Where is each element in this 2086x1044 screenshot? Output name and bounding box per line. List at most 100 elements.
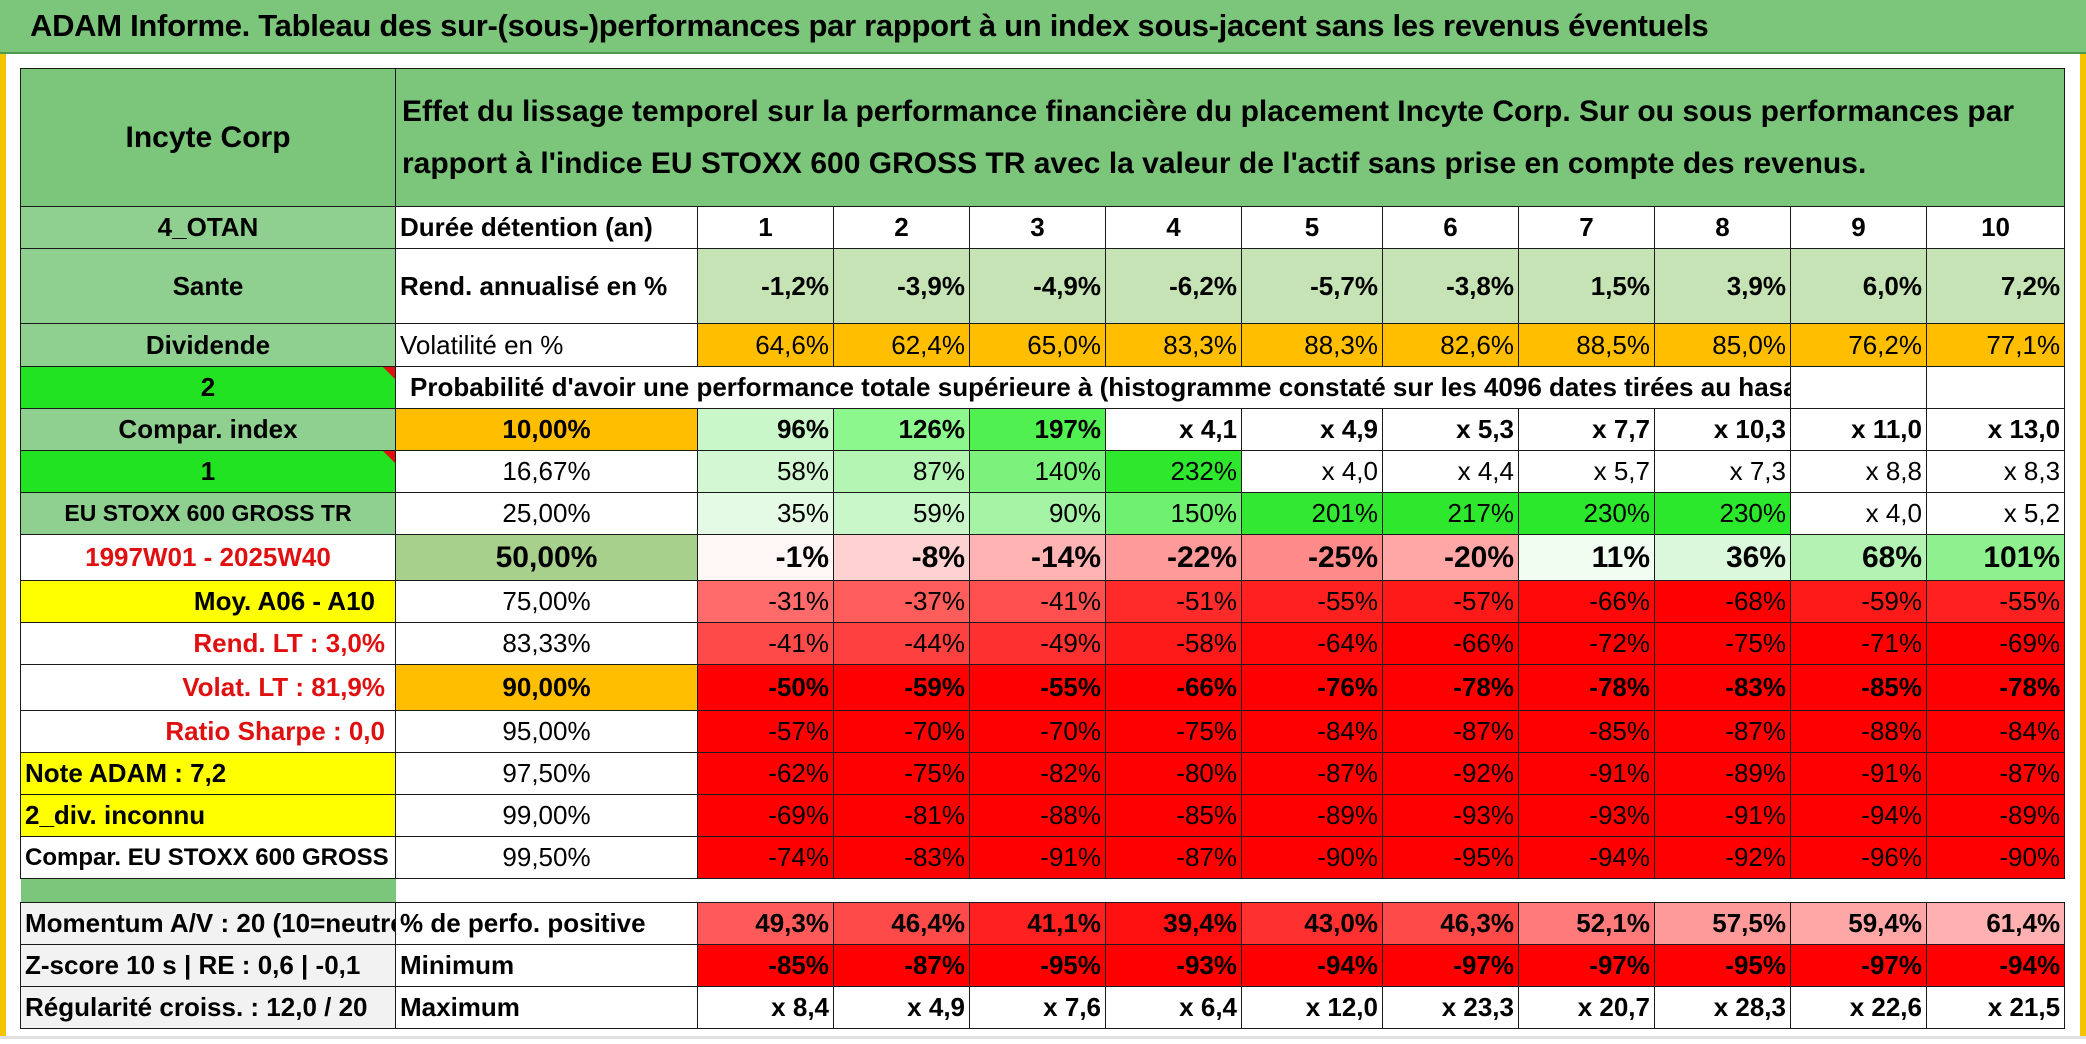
left-info-label: Compar. index <box>20 408 396 451</box>
percentile-value-cell: -85% <box>1790 664 1927 711</box>
percentile-row: 2_div. inconnu 99,00% -69% -81% -88% -85% -89%… <box>20 794 2066 837</box>
percentile-value-cell: -83% <box>833 836 970 879</box>
percentile-value-cell: x 8,3 <box>1925 450 2066 493</box>
percentile-value-cell: -37% <box>833 580 970 623</box>
volat-cell: 88,3% <box>1241 323 1383 367</box>
percentile-row: Volat. LT : 81,9% 90,00% -50% -59% -55% -66% -… <box>20 664 2066 711</box>
percentile-value-cell: -49% <box>969 622 1106 665</box>
percentile-value-cell: -84% <box>1925 710 2066 753</box>
percentile-value-cell: x 4,0 <box>1790 492 1927 535</box>
spacer-green <box>20 878 396 903</box>
performance-table: Incyte Corp Effet du lissage temporel su… <box>20 68 2066 1029</box>
volat-cell: 85,0% <box>1654 323 1791 367</box>
maximum-cell: x 8,4 <box>697 986 834 1029</box>
percentile-value-cell: -55% <box>1241 580 1383 623</box>
percentile-label: 25,00% <box>395 492 698 535</box>
percentile-value-cell: -90% <box>1241 836 1383 879</box>
percentile-value-cell: -75% <box>1105 710 1242 753</box>
left-info-label: 2_div. inconnu <box>20 794 396 837</box>
percentile-value-cell: 140% <box>969 450 1106 493</box>
minimum-cell: -97% <box>1518 944 1655 987</box>
header-row: Incyte Corp Effet du lissage temporel su… <box>20 68 2066 207</box>
year-cell: 9 <box>1790 206 1927 249</box>
perfo-pos-cell: 46,4% <box>833 902 970 945</box>
regularite-label: Régularité croiss. : 12,0 / 20 <box>20 986 396 1029</box>
percentile-value-cell: 35% <box>697 492 834 535</box>
percentile-value-cell: x 11,0 <box>1790 408 1927 451</box>
percentile-value-cell: -14% <box>969 534 1106 581</box>
percentile-value-cell: -87% <box>1382 710 1519 753</box>
percentile-value-cell: 68% <box>1790 534 1927 581</box>
percentile-row: Rend. LT : 3,0% 83,33% -41% -44% -49% -58% -64… <box>20 622 2066 665</box>
left-info-label: EU STOXX 600 GROSS TR <box>20 492 396 535</box>
percentile-value-cell: -20% <box>1382 534 1519 581</box>
years-row: 4_OTAN Durée détention (an) 1 2 3 4 5 6 … <box>20 206 2066 249</box>
year-cell: 10 <box>1925 206 2066 249</box>
minimum-cell: -97% <box>1382 944 1519 987</box>
percentile-value-cell: -31% <box>697 580 834 623</box>
percentile-value-cell: -62% <box>697 752 834 795</box>
percentile-value-cell: -89% <box>1925 794 2066 837</box>
year-cell: 3 <box>969 206 1106 249</box>
volat-cell: 62,4% <box>833 323 970 367</box>
empty-cell <box>1925 366 2066 409</box>
percentile-label: 10,00% <box>395 408 698 451</box>
percentile-value-cell: -71% <box>1790 622 1927 665</box>
maximum-label: Maximum <box>395 986 698 1029</box>
percentile-value-cell: 101% <box>1925 534 2066 581</box>
momentum-label: Momentum A/V : 20 (10=neutre) <box>20 902 396 945</box>
maximum-cell: x 23,3 <box>1382 986 1519 1029</box>
left-info-label: 1997W01 - 2025W40 <box>20 534 396 581</box>
volat-cell: 64,6% <box>697 323 834 367</box>
percentile-value-cell: -55% <box>1925 580 2066 623</box>
percentile-value-cell: -72% <box>1518 622 1655 665</box>
percentile-value-cell: 90% <box>969 492 1106 535</box>
percentile-value-cell: 217% <box>1382 492 1519 535</box>
maximum-cell: x 22,6 <box>1790 986 1927 1029</box>
report-banner: ADAM Informe. Tableau des sur-(sous-)per… <box>0 0 2086 54</box>
percentile-label: 95,00% <box>395 710 698 753</box>
percentile-label: 99,00% <box>395 794 698 837</box>
volat-cell: 88,5% <box>1518 323 1655 367</box>
year-cell: 5 <box>1241 206 1383 249</box>
year-cell: 4 <box>1105 206 1242 249</box>
spacer-row <box>20 878 2065 903</box>
rend-cell: 3,9% <box>1654 248 1791 324</box>
percentile-value-cell: -78% <box>1382 664 1519 711</box>
percentile-value-cell: x 4,0 <box>1241 450 1383 493</box>
percentile-value-cell: -44% <box>833 622 970 665</box>
left-info-label: Ratio Sharpe : 0,0 <box>20 710 396 753</box>
percentile-value-cell: -50% <box>697 664 834 711</box>
percentile-value-cell: -93% <box>1518 794 1655 837</box>
volat-cell: 76,2% <box>1790 323 1927 367</box>
percentile-value-cell: -59% <box>833 664 970 711</box>
percentile-value-cell: -64% <box>1241 622 1383 665</box>
percentile-value-cell: -92% <box>1654 836 1791 879</box>
year-cell: 6 <box>1382 206 1519 249</box>
perfo-pos-cell: 46,3% <box>1382 902 1519 945</box>
percentile-value-cell: 201% <box>1241 492 1383 535</box>
rend-cell: -3,9% <box>833 248 970 324</box>
percentile-value-cell: 230% <box>1654 492 1791 535</box>
duree-label: Durée détention (an) <box>395 206 698 249</box>
minimum-cell: -85% <box>697 944 834 987</box>
spacer-blank <box>396 879 2065 903</box>
percentile-value-cell: -66% <box>1105 664 1242 711</box>
percentile-value-cell: -66% <box>1382 622 1519 665</box>
empty-cell <box>1790 366 1927 409</box>
percentile-value-cell: 230% <box>1518 492 1655 535</box>
percentile-value-cell: -69% <box>1925 622 2066 665</box>
n2-label: 2 <box>20 366 396 409</box>
rend-cell: -5,7% <box>1241 248 1383 324</box>
percentile-value-cell: x 4,9 <box>1241 408 1383 451</box>
percentile-value-cell: x 7,3 <box>1654 450 1791 493</box>
banner-title: ADAM Informe. Tableau des sur-(sous-)per… <box>30 8 1709 43</box>
maximum-cell: x 7,6 <box>969 986 1106 1029</box>
minimum-cell: -94% <box>1925 944 2066 987</box>
percentile-value-cell: 58% <box>697 450 834 493</box>
percentile-row: EU STOXX 600 GROSS TR 25,00% 35% 59% 90% 150%… <box>20 492 2066 535</box>
zscore-label: Z-score 10 s | RE : 0,6 | -0,1 <box>20 944 396 987</box>
perfo-pos-cell: 57,5% <box>1654 902 1791 945</box>
percentile-row: Ratio Sharpe : 0,0 95,00% -57% -70% -70% -75%… <box>20 710 2066 753</box>
percentile-value-cell: -88% <box>1790 710 1927 753</box>
